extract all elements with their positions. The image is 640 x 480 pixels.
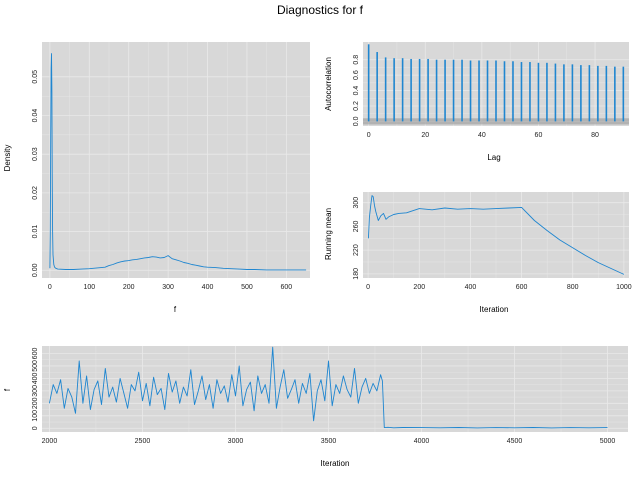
trace-ytick-label: 200 [32,397,39,409]
trace-ytick-label: 600 [32,348,39,360]
density-xtick-label: 400 [202,284,214,291]
running-mean-panel: 0 200 400 600 800 1000 180 220 260 300 [353,192,632,291]
trace-series-line [48,346,608,429]
autocorrelation-xtick-label: 20 [421,132,429,139]
trace-ytick-label: 400 [32,372,39,384]
autocorrelation-ytick-label: 0.0 [353,116,360,126]
density-ytick-label: 0.05 [32,70,39,84]
autocorrelation-ytick-label: 0.4 [353,86,360,96]
trace-xtick-label: 3500 [321,438,337,445]
density-series-line [49,53,307,271]
density-background [42,42,310,278]
autocorrelation-ytick-label: 0.2 [353,101,360,111]
running-mean-xtick-label: 0 [366,284,370,291]
trace-ylabel: f [3,388,12,391]
density-ytick-label: 0.04 [32,109,39,123]
trace-ytick-label: 500 [32,360,39,372]
autocorrelation-ytick-label: 0.8 [353,55,360,65]
density-xtick-label: 500 [241,284,253,291]
trace-xtick-label: 5000 [600,438,616,445]
density-ytick-label: 0.00 [32,263,39,277]
density-xtick-label: 600 [281,284,293,291]
density-xtick-label: 0 [48,284,52,291]
running-mean-gridlines [363,192,629,278]
autocorrelation-panel: 0 20 40 60 80 0.0 0.2 0.4 0.6 0.8 [353,42,629,139]
density-xtick-label: 300 [162,284,174,291]
running-mean-ytick-label: 220 [353,244,360,256]
trace-xtick-label: 2500 [135,438,151,445]
running-mean-xlabel: Iteration [480,305,509,314]
figure-title: Diagnostics for f [277,3,364,17]
density-ylabel: Density [3,145,12,172]
running-mean-xtick-label: 1000 [616,284,632,291]
running-mean-xtick-label: 800 [567,284,579,291]
trace-ytick-label: 300 [32,385,39,397]
trace-ytick-label: 0 [32,426,39,430]
density-xlabel: f [174,305,177,314]
autocorrelation-xtick-label: 40 [478,132,486,139]
trace-panel: 2000 2500 3000 3500 4000 4500 5000 0 10020030040… [32,346,628,445]
running-mean-series-line [367,195,625,275]
density-ytick-label: 0.03 [32,147,39,161]
autocorrelation-ylabel: Autocorrelation [324,57,333,111]
trace-xtick-label: 4000 [414,438,430,445]
autocorrelation-xtick-label: 80 [591,132,599,139]
density-panel: 0 100 200 300 400 500 600 0.00 0.01 0.02 0.03 0.04 0… [32,42,310,291]
density-xtick-label: 100 [83,284,95,291]
running-mean-ytick-label: 180 [353,268,360,280]
trace-xtick-label: 2000 [42,438,58,445]
autocorrelation-xtick-label: 60 [535,132,543,139]
density-xtick-label: 200 [123,284,135,291]
running-mean-xtick-label: 200 [413,284,425,291]
trace-xtick-label: 4500 [507,438,523,445]
autocorrelation-xlabel: Lag [487,153,500,162]
running-mean-xtick-label: 400 [465,284,477,291]
running-mean-ytick-label: 260 [353,220,360,232]
trace-ytick-label: 100 [32,410,39,422]
autocorrelation-xtick-label: 0 [367,132,371,139]
running-mean-ylabel: Running mean [324,208,333,260]
trace-xlabel: Iteration [321,459,350,468]
running-mean-ytick-label: 300 [353,197,360,209]
trace-xtick-label: 3000 [228,438,244,445]
running-mean-xtick-label: 600 [516,284,528,291]
autocorrelation-ytick-label: 0.6 [353,70,360,80]
density-ytick-label: 0.02 [32,186,39,200]
density-ytick-label: 0.01 [32,225,39,239]
